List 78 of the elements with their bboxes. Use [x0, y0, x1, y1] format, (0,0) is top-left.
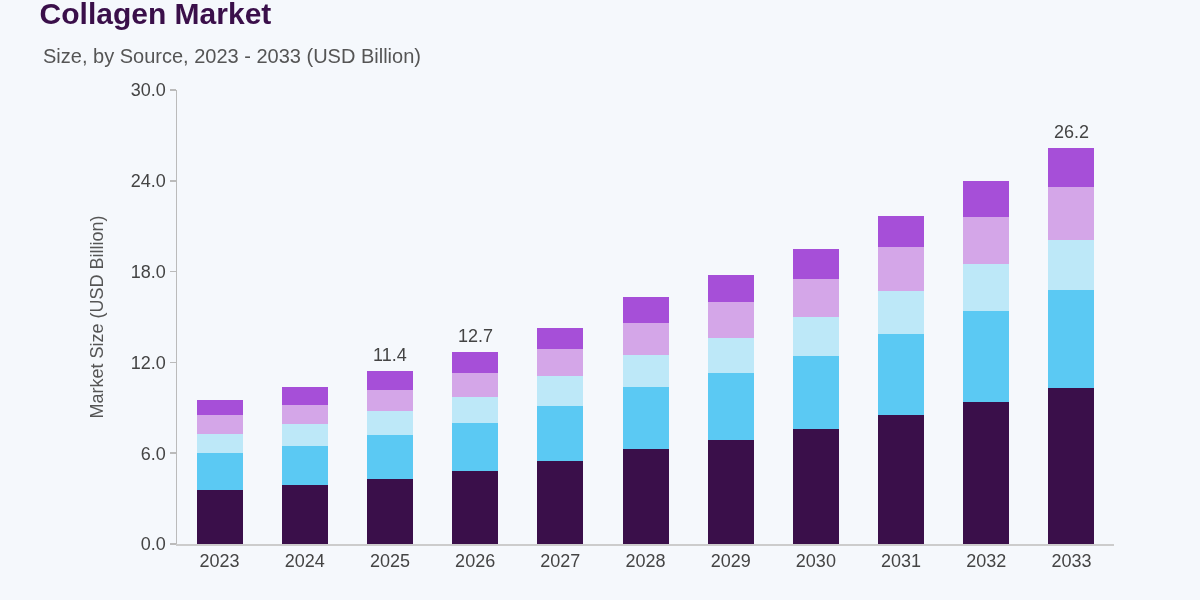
x-tick-label: 2026 [455, 551, 496, 572]
x-tick-label: 2027 [540, 551, 581, 572]
bar [537, 348, 584, 377]
x-tick-label: 2029 [710, 551, 751, 572]
bar [622, 297, 669, 324]
bar [366, 371, 413, 390]
bar [537, 327, 584, 349]
bar [707, 338, 754, 373]
bar [622, 386, 669, 449]
bar [281, 484, 328, 544]
bar [963, 180, 1010, 218]
y-tick-label: 24.0 [130, 171, 166, 192]
total-label: 11.4 [373, 345, 407, 365]
x-tick-label: 2030 [795, 551, 836, 572]
bar [281, 386, 328, 405]
x-tick-label: 2032 [966, 551, 1007, 572]
bar [878, 333, 925, 416]
bar [792, 317, 839, 357]
bar [707, 372, 754, 440]
bar [707, 274, 754, 302]
bar [963, 264, 1010, 311]
bar [281, 404, 328, 425]
y-tick-label: 0.0 [140, 534, 166, 555]
bar [878, 247, 925, 292]
x-tick-label: 2025 [369, 551, 410, 572]
bar [366, 410, 413, 436]
y-tick-label: 18.0 [130, 261, 166, 282]
chart-subtitle: Size, by Source, 2023 - 2033 (USD Billion) [43, 45, 421, 67]
bar [792, 356, 839, 429]
bar [452, 471, 499, 544]
bar [196, 400, 243, 416]
bar [452, 422, 499, 472]
x-tick-label: 2031 [881, 551, 922, 572]
bar [963, 217, 1010, 265]
bar [707, 439, 754, 544]
bar [281, 445, 328, 485]
bar [537, 406, 584, 461]
bar [452, 351, 499, 373]
total-label: 26.2 [1054, 122, 1090, 142]
bar [281, 424, 328, 446]
total-label: 12.7 [458, 326, 494, 346]
bar [878, 291, 925, 334]
bar [196, 433, 243, 454]
bar [1048, 186, 1095, 240]
bar [196, 453, 243, 490]
bar [366, 478, 413, 544]
x-tick-label: 2023 [199, 551, 240, 572]
bar [707, 301, 754, 339]
bar [792, 248, 839, 280]
bar [1048, 239, 1095, 290]
bar [537, 460, 584, 544]
bar [792, 279, 839, 317]
bar [196, 489, 243, 544]
bar [366, 435, 413, 479]
y-tick-label: 6.0 [140, 443, 166, 464]
bar [878, 415, 925, 544]
bar [452, 372, 499, 398]
bar [622, 448, 669, 544]
bar [878, 215, 925, 248]
x-tick-label: 2028 [625, 551, 666, 572]
bar [963, 310, 1010, 402]
chart-title: Collagen Market [39, 0, 272, 30]
bar [196, 415, 243, 434]
bar [792, 428, 839, 544]
bar [622, 354, 669, 387]
bar [963, 401, 1010, 544]
bar [366, 389, 413, 411]
y-tick-label: 30.0 [130, 80, 166, 101]
bar [452, 397, 499, 423]
x-tick-label: 2033 [1051, 551, 1092, 572]
y-tick-label: 12.0 [130, 352, 166, 373]
bar [1048, 388, 1095, 544]
y-axis-title: Market Size (USD Billion) [87, 215, 108, 419]
bar [1048, 147, 1095, 187]
bar [622, 323, 669, 355]
bar [537, 376, 584, 407]
x-tick-label: 2024 [284, 551, 325, 572]
bar [1048, 289, 1095, 389]
